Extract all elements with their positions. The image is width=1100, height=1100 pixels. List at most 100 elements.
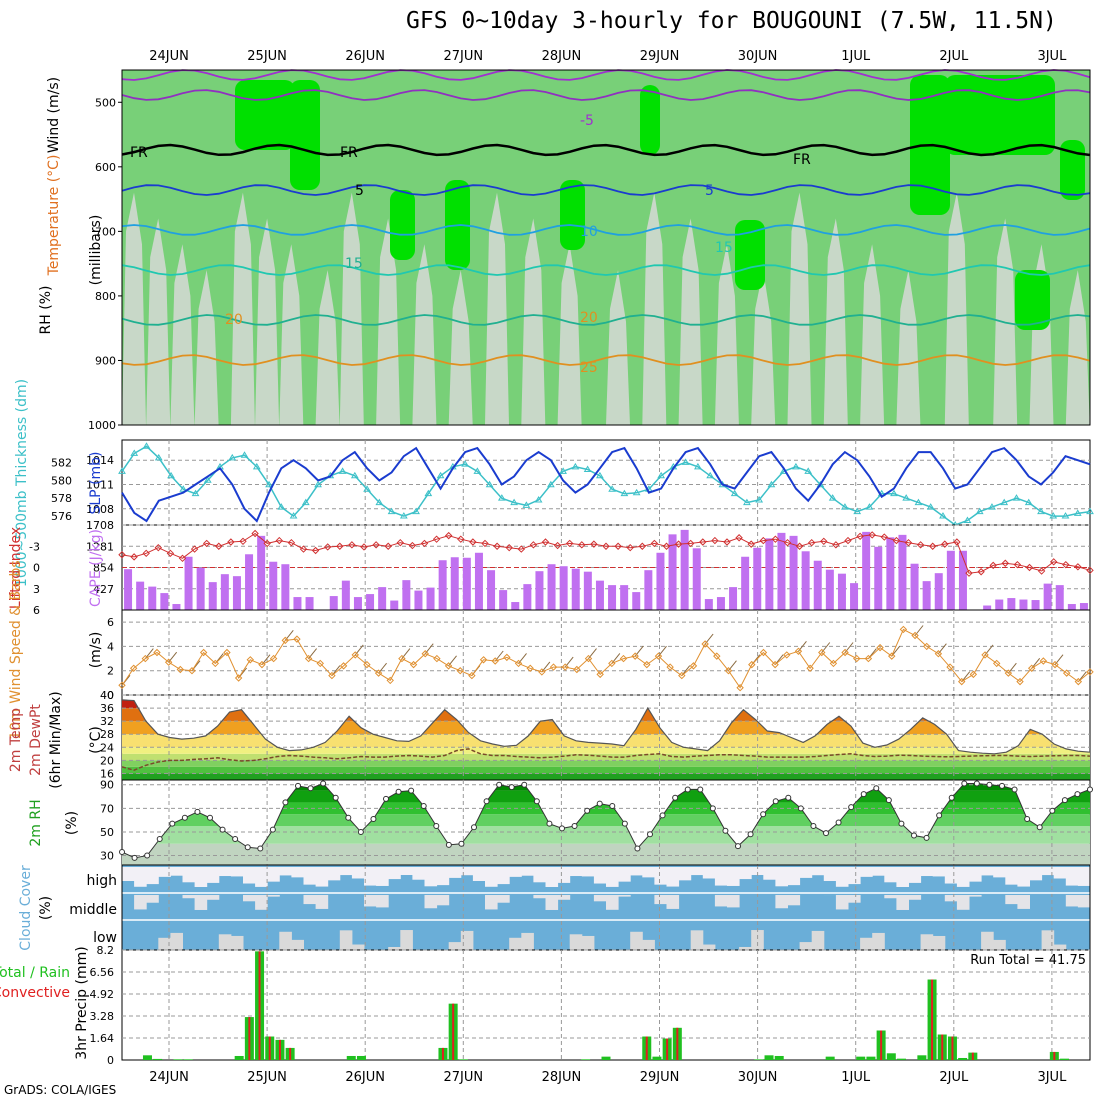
lifted-point bbox=[795, 542, 804, 550]
cape-bar bbox=[124, 569, 133, 610]
cloud-high-gap bbox=[400, 867, 413, 876]
thickness-point bbox=[240, 451, 249, 458]
cloud-high-gap bbox=[993, 867, 1006, 878]
cape-bar bbox=[1007, 598, 1016, 610]
cloud-high-gap bbox=[714, 867, 728, 886]
thickness-point bbox=[828, 494, 837, 501]
cloud-low-gap bbox=[218, 934, 232, 950]
cloud-high-gap bbox=[206, 867, 220, 883]
date-label-top: 3JUL bbox=[1037, 49, 1067, 64]
lifted-point bbox=[602, 542, 610, 550]
wind-point bbox=[619, 654, 628, 663]
rh-moist-patch bbox=[560, 180, 585, 250]
wind-point bbox=[701, 640, 709, 648]
thickness-point bbox=[522, 501, 531, 508]
wind-point bbox=[398, 654, 406, 663]
wind-point bbox=[876, 643, 884, 652]
precip-convective-bar bbox=[278, 1039, 281, 1060]
thickness-point bbox=[595, 471, 604, 479]
lifted-index-label: Lifted Index bbox=[8, 527, 24, 609]
lifted-point bbox=[674, 540, 683, 548]
date-label-top: 29JUN bbox=[640, 49, 680, 64]
cape-bar bbox=[825, 569, 834, 610]
rh-point bbox=[357, 828, 364, 835]
cloud-low-gap bbox=[509, 937, 522, 950]
thickness-point bbox=[546, 480, 555, 488]
rh-moist-patch bbox=[1015, 270, 1050, 330]
wind-point bbox=[118, 681, 126, 689]
rh-point bbox=[131, 854, 138, 861]
cloud-low-gap bbox=[630, 931, 643, 950]
precip-convective-bar bbox=[971, 1052, 974, 1060]
rh-moist-patch bbox=[290, 80, 320, 190]
cloud-high-gap bbox=[642, 867, 655, 878]
wind-point bbox=[211, 659, 220, 668]
cloud-high-gap bbox=[1017, 867, 1030, 887]
cloud-high-gap bbox=[412, 867, 425, 880]
rh-moist-patch bbox=[390, 190, 415, 260]
cloud-low-gap bbox=[291, 939, 304, 950]
wind-point bbox=[806, 664, 814, 672]
rh-point bbox=[848, 804, 855, 811]
cloud-level-label: middle bbox=[69, 902, 117, 918]
cloud-high-gap bbox=[339, 867, 353, 876]
rh-point bbox=[747, 831, 754, 838]
precip-bar bbox=[356, 1055, 366, 1060]
lifted-index-line bbox=[121, 532, 1091, 574]
precip-tick: 3.28 bbox=[90, 1010, 115, 1023]
cape-bar bbox=[837, 573, 846, 610]
lifted-point bbox=[904, 539, 913, 547]
lifted-point bbox=[1001, 559, 1010, 567]
thickness-point bbox=[277, 503, 286, 510]
cloud-mid-gap bbox=[182, 895, 196, 899]
wind-point bbox=[783, 651, 791, 659]
rh-point bbox=[1087, 786, 1093, 793]
cape-bar bbox=[402, 580, 411, 610]
date-label-bottom: 3JUL bbox=[1037, 1070, 1067, 1085]
cloud-low-gap bbox=[158, 937, 171, 950]
cape-bar bbox=[886, 537, 895, 610]
lifted-point bbox=[336, 542, 344, 550]
cloud-high-gap bbox=[908, 867, 922, 883]
cloud-high-gap bbox=[1029, 867, 1043, 881]
cape-bar bbox=[692, 548, 701, 610]
cloud-high-gap bbox=[884, 867, 897, 883]
precip-bar bbox=[652, 1056, 662, 1060]
pressure-tick: 500 bbox=[95, 96, 116, 109]
cape-bar bbox=[232, 576, 241, 610]
lifted-point bbox=[916, 541, 925, 549]
cloud-high-gap bbox=[751, 867, 764, 876]
precip-bar bbox=[581, 1059, 591, 1060]
rh-point bbox=[684, 786, 691, 793]
lifted-point bbox=[360, 543, 368, 551]
wind-point bbox=[596, 670, 604, 679]
lifted-point bbox=[590, 540, 598, 548]
cloud-high-gap bbox=[581, 867, 595, 877]
temp-contour bbox=[121, 184, 1091, 196]
wind-point bbox=[678, 671, 686, 680]
thickness-point bbox=[890, 489, 898, 497]
cloud-high-gap bbox=[218, 867, 232, 877]
rh-point bbox=[860, 791, 867, 798]
precip-tick: 4.92 bbox=[90, 988, 115, 1001]
cloud-mid-gap bbox=[908, 895, 922, 900]
cloud-high-gap bbox=[1053, 867, 1067, 879]
cloud-low-gap bbox=[388, 947, 401, 950]
precip-bar bbox=[458, 1059, 468, 1060]
rh-moist-patch bbox=[945, 75, 1055, 155]
precip-bar bbox=[825, 1056, 835, 1060]
cloud-mid-gap bbox=[194, 895, 208, 910]
rh-point bbox=[961, 780, 968, 787]
thickness-point bbox=[1073, 509, 1082, 516]
cape-tick: 1708 bbox=[86, 519, 114, 532]
wind-point bbox=[234, 674, 243, 682]
wind-point bbox=[479, 656, 488, 664]
lifted-point bbox=[166, 549, 175, 558]
cloud-mid-gap bbox=[497, 895, 510, 903]
wind-point bbox=[1004, 669, 1013, 677]
cloud-low-gap bbox=[230, 935, 244, 950]
lifted-point bbox=[868, 531, 876, 539]
rh-moist-patch bbox=[640, 85, 660, 155]
cloud-mid-gap bbox=[303, 895, 317, 905]
thickness-point bbox=[142, 442, 151, 449]
